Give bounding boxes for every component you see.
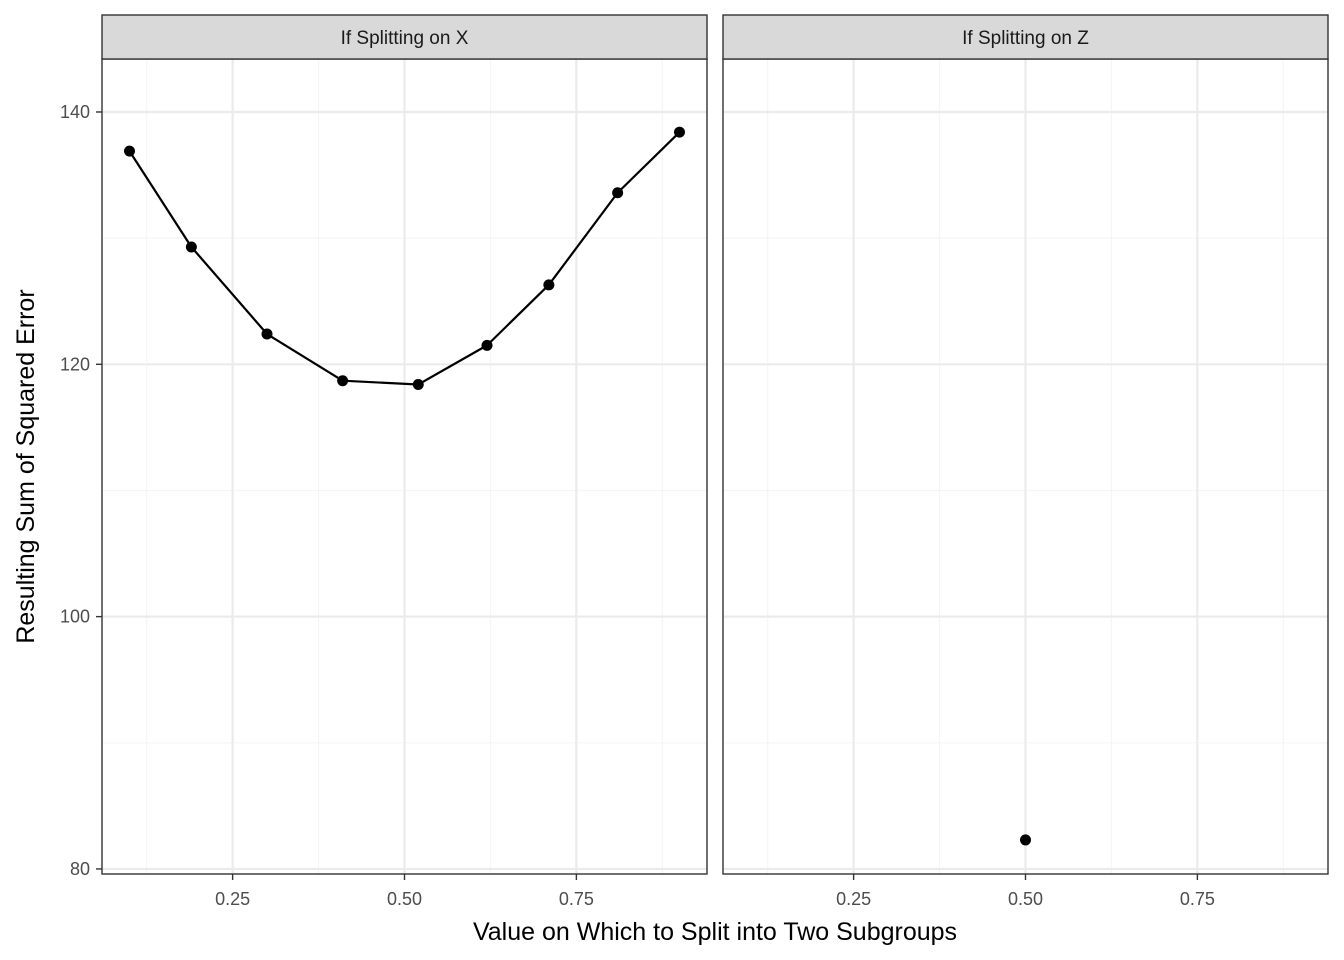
facet-strip — [722, 14, 1329, 60]
data-point — [337, 375, 349, 387]
y-tick-label: 100 — [60, 607, 90, 627]
data-point — [185, 241, 197, 253]
facet-panel-1: If Splitting on X 0.25 0.50 0.75 80 100 120 140 — [60, 14, 708, 909]
data-point — [543, 279, 555, 291]
facet-strip-label: If Splitting on Z — [962, 28, 1089, 49]
x-tick-label: 0.75 — [559, 889, 594, 909]
x-axis-title: Value on Which to Split into Two Subgrou… — [473, 918, 957, 946]
x-tick-label: 0.75 — [1180, 889, 1215, 909]
y-tick-label: 80 — [70, 859, 90, 879]
data-point — [412, 378, 424, 390]
y-tick-label: 140 — [60, 102, 90, 122]
y-axis-title: Resulting Sum of Squared Error — [12, 289, 40, 643]
data-point — [481, 339, 493, 351]
facet-panel-2: If Splitting on Z 0.25 0.50 0.75 — [722, 14, 1329, 909]
x-tick-label: 0.50 — [387, 889, 422, 909]
x-tick-label: 0.25 — [836, 889, 871, 909]
x-tick-label: 0.50 — [1008, 889, 1043, 909]
data-point — [124, 145, 135, 157]
data-point — [612, 187, 624, 199]
y-tick-label: 120 — [60, 354, 90, 374]
x-tick-label: 0.25 — [215, 889, 250, 909]
data-point — [1020, 834, 1031, 846]
facet-strip-label: If Splitting on X — [341, 28, 469, 49]
data-point — [674, 126, 685, 138]
facet-strip — [101, 14, 708, 60]
data-point — [261, 328, 273, 340]
